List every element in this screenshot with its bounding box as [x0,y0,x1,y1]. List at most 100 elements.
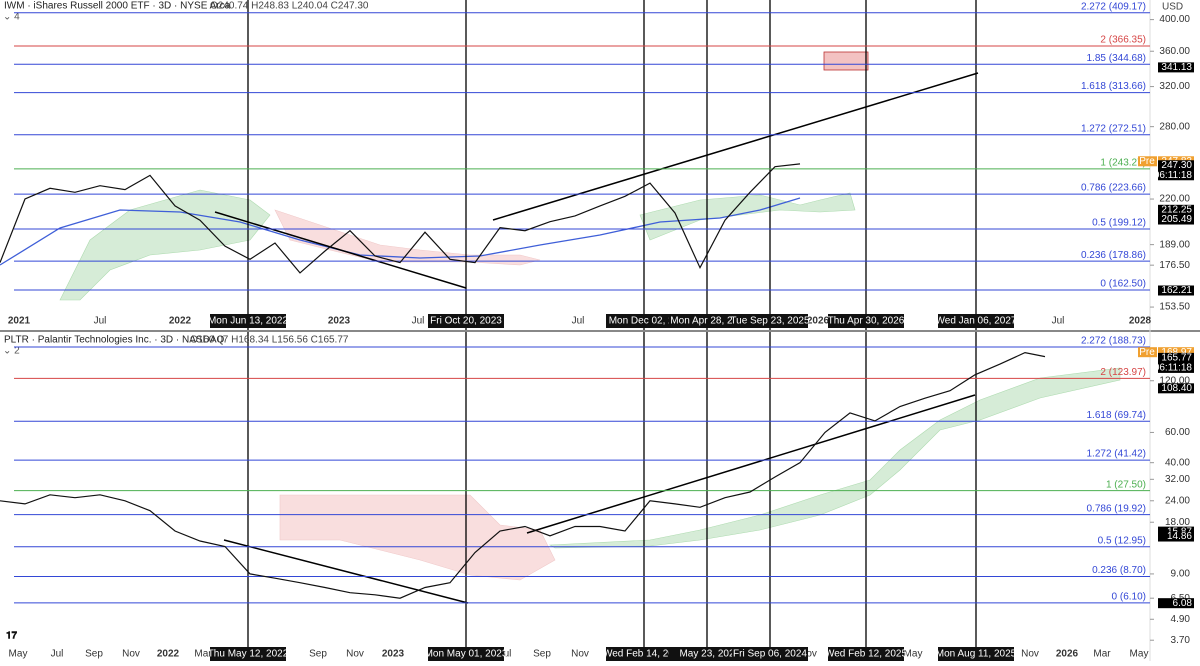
fib-label: 0.5 (12.95) [1098,535,1146,546]
pane-icons: ⌄ 4 ⌄ 2 𝟏𝟕 [3,12,20,642]
pre-badge [1138,156,1157,167]
x-tick-label: Nov [571,649,589,660]
price-tag [1158,204,1194,215]
date-marker-label: Mon Jun 13, 2022 [208,316,288,327]
date-marker-box [938,314,1014,328]
date-marker-label: Mon Aug 11, 2025 [936,649,1017,660]
x-tick-label: 2023 [382,649,405,660]
x-tick-label: 2023 [328,316,351,327]
date-marker-label: Wed Feb 14, 2024 [603,649,686,660]
y-tick-label: 40.00 [1165,457,1190,468]
price-tag-time: 06:11:18 [1154,170,1193,181]
fib-label: 0.236 (178.86) [1081,250,1146,261]
moving-average [0,197,801,266]
y-tick-label: 24.00 [1165,495,1190,506]
price-tag-time: 06:11:18 [1154,363,1193,374]
x-tick-label: Sep [85,649,103,660]
x-tick-label: 2028 [1129,316,1152,327]
target-box [823,51,869,71]
price-tag [1158,285,1194,296]
fib-label: 2 (366.35) [1100,35,1146,46]
x-tick-label: Mar [1093,649,1111,660]
price-tag [1158,160,1194,181]
fib-label: 0.786 (223.66) [1081,183,1146,194]
y-tick-label: 400.00 [1159,14,1190,25]
svg-text:⌄ 2: ⌄ 2 [3,346,20,357]
date-marker-box [669,647,745,661]
price-tag-label: 162.21 [1161,285,1192,296]
fib-label: 1 (243.27) [1100,158,1146,169]
trend-line [492,72,979,221]
date-marker-box [606,314,682,328]
fib-label: 1.618 (313.66) [1081,81,1146,92]
date-marker-box [210,647,286,661]
date-marker-box [606,647,682,661]
y-tick-label: 360.00 [1159,46,1190,57]
date-marker-label: Thu May 12, 2022 [208,649,289,660]
x-tick-label: Jul [94,316,107,327]
ohlc-values: O160.07 H168.34 L156.56 C165.77 [190,335,349,346]
trend-line [223,539,469,604]
date-marker-label: Wed Feb 12, 2025 [825,649,908,660]
y-tick-label: 9.00 [1171,569,1191,580]
y-tick-label: 176.50 [1159,260,1190,271]
y-tick-label: 18.00 [1165,517,1190,528]
fib-label: 0 (6.10) [1112,592,1146,603]
price-tag-label: 168.97 [1161,347,1192,358]
x-tick-label: Sep [533,649,551,660]
x-tick-label: 2026 [807,316,830,327]
price-tag [1158,62,1194,73]
y-tick-label: 32.00 [1165,474,1190,485]
price-tag [1158,214,1194,225]
fib-label: 0.786 (19.92) [1087,503,1147,514]
x-tick-label: 2021 [8,316,31,327]
fib-label: 1.272 (41.42) [1087,449,1147,460]
x-tick-label: 2022 [169,316,192,327]
x-tick-label: Jul [1052,316,1065,327]
date-marker-box [669,314,745,328]
price-tag-label: 6.08 [1173,598,1193,609]
fib-label: 1.618 (69.74) [1087,410,1147,421]
date-marker-box [732,314,808,328]
x-tick-label: Mar [194,649,212,660]
ohlc-values: O240.74 H248.83 L240.04 C247.30 [210,1,369,12]
price-tag-label: 14.86 [1167,531,1192,542]
date-marker-label: Mon Apr 28, 202 [670,316,744,327]
fib-label: 0 (162.50) [1100,279,1146,290]
date-marker-box [428,314,504,328]
price-tag-label: 205.49 [1161,214,1192,225]
date-marker-label: Thu Apr 30, 2026 [828,316,905,327]
x-tick-label: Jul [412,316,425,327]
y-tick-label: 4.90 [1171,614,1191,625]
pre-label: Pre [1139,347,1155,358]
pre-label: Pre [1139,156,1155,167]
price-tag-label: 212.25 [1161,204,1192,215]
x-tick-label: May [9,649,28,660]
date-marker-label: Fri Sep 06, 2024 [733,649,807,660]
y-tick-label: 120.00 [1159,375,1190,386]
x-tick-label: May [904,649,923,660]
x-tick-label: Nov [1021,649,1039,660]
date-marker-label: Mon May 01, 2023 [425,649,508,660]
fib-label: 1.85 (344.68) [1087,53,1147,64]
price-line [0,163,801,274]
date-marker-box [828,647,904,661]
symbol-title: PLTR · Palantir Technologies Inc. · 3D ·… [4,335,224,346]
trend-line [526,394,976,534]
y-tick-label: 153.50 [1159,302,1190,313]
svg-text:⌄ 4: ⌄ 4 [3,12,20,23]
y-tick-label: 189.00 [1159,239,1190,250]
date-marker-box [428,647,504,661]
date-marker-label: Mon Dec 02, 20 [609,316,680,327]
price-tag [1158,383,1194,394]
fib-label: 0.5 (199.12) [1092,218,1146,229]
y-tick-label: 60.00 [1165,427,1190,438]
fib-label: 2.272 (188.73) [1081,336,1146,347]
date-marker-box [938,647,1014,661]
date-marker-box [210,314,286,328]
fib-label: 0.236 (8.70) [1092,565,1146,576]
x-tick-label: Sep [309,649,327,660]
y-tick-label: 3.70 [1171,635,1191,646]
x-tick-label: 2022 [157,649,180,660]
date-marker-label: Tue Sep 23, 2025 [730,316,810,327]
